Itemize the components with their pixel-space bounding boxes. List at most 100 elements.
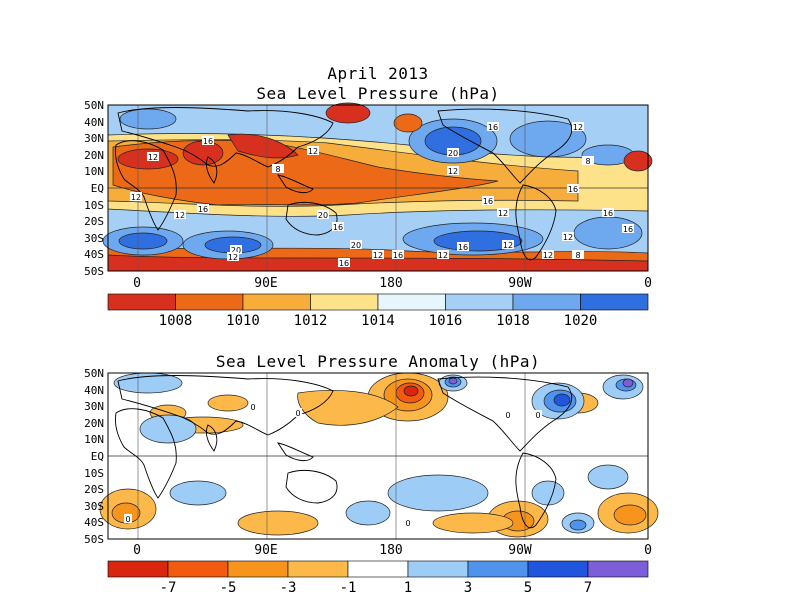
svg-text:0: 0 bbox=[250, 403, 255, 412]
contour-region bbox=[285, 469, 338, 504]
pressure-region bbox=[345, 500, 391, 526]
pressure-region bbox=[403, 385, 419, 397]
colorbar-label: -3 bbox=[279, 580, 297, 596]
colorbar-swatch bbox=[287, 560, 349, 578]
contour-label: 12 bbox=[130, 192, 142, 202]
contour-label: 0 bbox=[504, 410, 512, 420]
colorbar-swatch bbox=[227, 560, 289, 578]
colorbar-swatch bbox=[467, 560, 529, 578]
contour-region bbox=[437, 376, 573, 452]
panel1-lat-label: 20N bbox=[84, 148, 104, 162]
colorbar-label: -1 bbox=[339, 580, 357, 596]
colorbar-swatch bbox=[527, 560, 589, 578]
panel1-title: Sea Level Pressure (hPa) bbox=[256, 84, 500, 103]
pressure-region bbox=[387, 474, 489, 512]
contour-label: 16 bbox=[567, 184, 579, 194]
svg-text:0: 0 bbox=[295, 409, 300, 418]
pressure-region bbox=[119, 108, 177, 130]
contour-label: 16 bbox=[197, 204, 209, 214]
contour-label: 16 bbox=[332, 222, 344, 232]
colorbar-label: 1020 bbox=[563, 313, 598, 329]
colorbar-label: -5 bbox=[219, 580, 237, 596]
contour-label: 8 bbox=[272, 164, 284, 174]
panel2-lat-label: 20S bbox=[84, 483, 104, 497]
contour-region bbox=[297, 390, 399, 426]
contour-label: 16 bbox=[202, 136, 214, 146]
pressure-region bbox=[622, 378, 634, 388]
pressure-region bbox=[237, 510, 319, 536]
panel1-lon-label: 90W bbox=[508, 276, 532, 291]
contour-label: 12 bbox=[147, 152, 159, 162]
colorbar-swatch bbox=[587, 560, 649, 578]
colorbar-label: 1018 bbox=[496, 313, 530, 329]
slp-colorbar bbox=[107, 293, 649, 311]
svg-text:12: 12 bbox=[563, 233, 573, 242]
svg-text:16: 16 bbox=[483, 197, 493, 206]
panel1-lat-label: EQ bbox=[90, 182, 104, 195]
pressure-region bbox=[531, 480, 565, 506]
contour-label: 12 bbox=[447, 166, 459, 176]
panel2-lon-label: 0 bbox=[644, 543, 652, 558]
svg-text:12: 12 bbox=[438, 251, 448, 260]
svg-text:12: 12 bbox=[175, 211, 185, 220]
panel1-lon-label: 180 bbox=[379, 276, 403, 291]
contour-label: 20 bbox=[317, 210, 329, 220]
pressure-region bbox=[587, 464, 629, 490]
slp-map: 12 16 8 12 20 16 12 12 16 12 8 16 12 12 16 20 16 20 12 16 12… bbox=[102, 102, 653, 272]
colorbar-swatch bbox=[580, 293, 649, 311]
contour-region bbox=[117, 375, 334, 436]
contour-region bbox=[205, 156, 218, 184]
panel2-lon-label: 180 bbox=[379, 543, 403, 558]
pressure-region bbox=[325, 102, 371, 124]
colorbar-swatch bbox=[310, 293, 379, 311]
svg-text:20: 20 bbox=[318, 211, 328, 220]
panel1-lat-label: 40S bbox=[84, 248, 104, 262]
contour-label: 20 bbox=[230, 245, 242, 255]
panel2-lat-label: 10N bbox=[84, 433, 104, 447]
svg-text:12: 12 bbox=[543, 251, 553, 260]
panel2-lat-label: 30N bbox=[84, 400, 104, 414]
svg-text:12: 12 bbox=[131, 193, 141, 202]
pressure-region bbox=[207, 394, 249, 412]
svg-text:16: 16 bbox=[393, 251, 403, 260]
pressure-region bbox=[553, 393, 571, 407]
colorbar-label: 1012 bbox=[293, 313, 328, 329]
anomaly-colorbar bbox=[107, 560, 649, 578]
svg-text:12: 12 bbox=[498, 209, 508, 218]
svg-text:16: 16 bbox=[488, 123, 498, 132]
contour-label: 12 bbox=[307, 146, 319, 156]
contour-label: 16 bbox=[622, 224, 634, 234]
colorbar-label: 5 bbox=[523, 580, 533, 596]
panel1-lon-label: 0 bbox=[133, 276, 141, 291]
map-frame bbox=[107, 372, 649, 540]
contour-region bbox=[205, 424, 218, 452]
contour-label: 20 bbox=[447, 148, 459, 158]
svg-text:8: 8 bbox=[585, 157, 590, 166]
colorbar-label: 1016 bbox=[428, 313, 463, 329]
panel1-lat-label: 10S bbox=[84, 198, 104, 212]
panel2-lat-label: 50S bbox=[84, 533, 104, 546]
panel1-lon-label: 90E bbox=[254, 276, 278, 291]
colorbar-label: 1010 bbox=[226, 313, 260, 329]
contour-label: 8 bbox=[572, 250, 584, 260]
colorbar-label: 1014 bbox=[361, 313, 395, 329]
pressure-region bbox=[623, 150, 653, 172]
panel1-lat-label: 40N bbox=[84, 115, 104, 129]
svg-text:0: 0 bbox=[505, 411, 510, 420]
contour-label: 12 bbox=[562, 232, 574, 242]
panel1-lat-label: 20S bbox=[84, 215, 104, 229]
svg-text:16: 16 bbox=[333, 223, 343, 232]
panel2-title: Sea Level Pressure Anomaly (hPa) bbox=[215, 352, 541, 371]
colorbar-label: 3 bbox=[463, 580, 473, 596]
contour-label: 16 bbox=[392, 250, 404, 260]
panel1-lat-label: 30S bbox=[84, 231, 104, 245]
svg-text:8: 8 bbox=[275, 165, 280, 174]
contour-label: 16 bbox=[487, 122, 499, 132]
pressure-region bbox=[393, 113, 423, 133]
colorbar-swatch bbox=[242, 293, 311, 311]
contour-region bbox=[515, 184, 557, 261]
contour-region bbox=[277, 174, 314, 194]
svg-text:0: 0 bbox=[125, 515, 130, 524]
contour-region bbox=[115, 408, 177, 499]
panel1-lat-label: 30N bbox=[84, 132, 104, 146]
